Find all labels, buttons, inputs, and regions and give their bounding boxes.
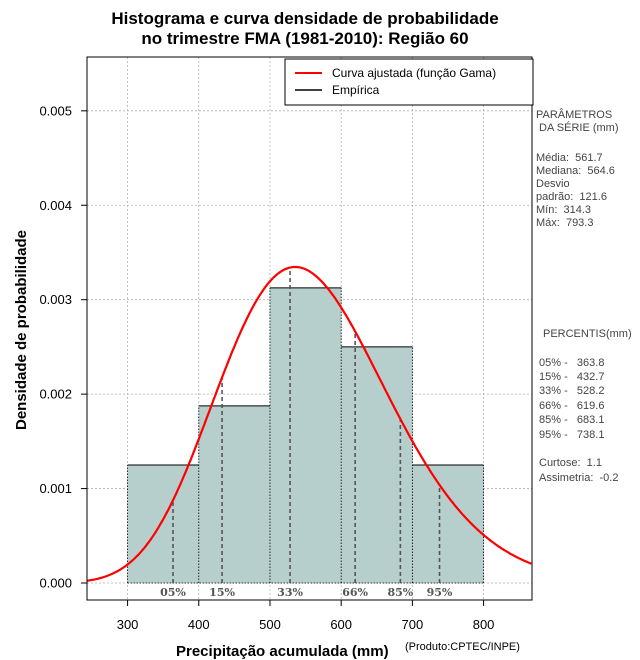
percentile-label-66%: 66%	[342, 586, 368, 599]
percentile-lines: 05% 15% 33% 66% 85% 95%	[160, 267, 453, 599]
x-tick-label-600: 600	[330, 617, 352, 632]
histogram-bar-2	[198, 405, 270, 584]
product-credit: (Produto:CPTEC/INPE)	[405, 641, 520, 653]
fitted-gamma-curve	[86, 265, 532, 582]
x-axis-title: Precipitação acumulada (mm)	[176, 643, 389, 660]
percentil-15: 15% - 432.7	[539, 371, 605, 383]
percentil-05: 05% - 363.8	[539, 357, 605, 369]
histogram-bars	[127, 287, 484, 584]
percentile-label-33%: 33%	[277, 586, 303, 599]
y-tick-label-4: 0.004	[39, 198, 72, 213]
plot-frame	[86, 56, 533, 601]
legend: Curva ajustada (função Gama) Empírica	[284, 58, 534, 106]
y-tick-label-2: 0.002	[39, 387, 72, 402]
percentile-label-85%: 85%	[387, 586, 413, 599]
stat-sd: padrão: 121.6	[536, 191, 607, 203]
params-title: PARÂMETROS	[536, 109, 613, 121]
histogram-bar-1	[127, 464, 199, 584]
x-tick-label-300: 300	[117, 617, 139, 632]
x-tick-label-800: 800	[473, 617, 495, 632]
percentile-label-15%: 15%	[209, 586, 235, 599]
legend-box	[284, 58, 534, 106]
y-axis-label: Densidade de probabilidade	[13, 230, 30, 430]
percentil-33: 33% - 528.2	[539, 385, 605, 397]
percentil-95: 95% - 738.1	[539, 429, 605, 441]
percentil-66: 66% - 619.6	[539, 400, 605, 412]
legend-label-curve: Curva ajustada (função Gama)	[332, 66, 496, 80]
axis-ticks: 300 400 500 600 700 800 0.000 0.001 0.002 0.003 0.…	[39, 103, 494, 632]
y-tick-label-5: 0.005	[39, 103, 72, 118]
y-tick-label-3: 0.003	[39, 292, 72, 307]
legend-label-empirical: Empírica	[332, 83, 380, 97]
y-tick-label-1: 0.001	[39, 481, 72, 496]
histogram-bar-3	[269, 287, 342, 584]
histogram-bar-4	[341, 346, 413, 584]
stat-kurtosis: Curtose: 1.1	[539, 457, 602, 469]
stat-min: Mín: 314.3	[536, 204, 592, 216]
percentil-85: 85% - 683.1	[539, 414, 605, 426]
chart-title-line2: no trimestre FMA (1981-2010): Região 60	[141, 29, 469, 48]
stat-skewness: Assimetria: -0.2	[539, 472, 619, 484]
percentile-label-95%: 95%	[427, 586, 453, 599]
stat-max: Máx: 793.3	[536, 217, 594, 229]
fitted-curve	[86, 265, 532, 582]
percentis-title: PERCENTIS(mm)	[543, 328, 632, 340]
y-axis-title: Densidade de probabilidade	[13, 230, 30, 430]
plot-border	[86, 56, 533, 601]
chart-title-line1: Histograma e curva densidade de probabil…	[111, 9, 499, 28]
x-tick-label-400: 400	[188, 617, 210, 632]
x-tick-label-700: 700	[402, 617, 424, 632]
stat-mean: Média: 561.7	[536, 152, 603, 164]
stat-sd-label: Desvio	[536, 178, 570, 190]
params-subtitle: DA SÉRIE (mm)	[536, 122, 619, 134]
y-tick-label-0: 0.000	[39, 576, 72, 591]
x-tick-label-500: 500	[259, 617, 281, 632]
stat-median: Mediana: 564.6	[536, 165, 615, 177]
percentile-label-05%: 05%	[160, 586, 186, 599]
